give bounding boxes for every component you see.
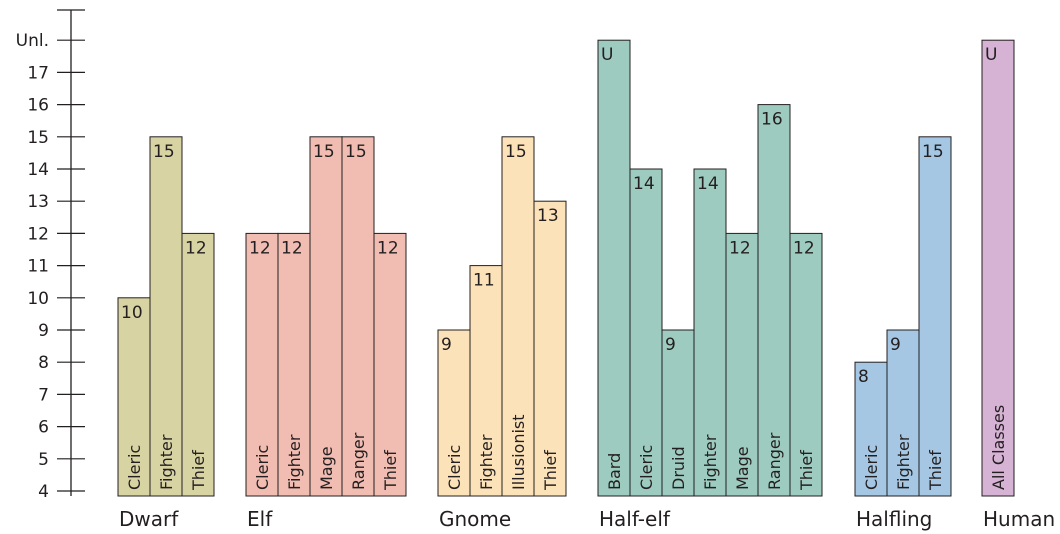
bar [533, 200, 567, 497]
bar-category-label: Ranger [349, 432, 368, 490]
y-tick-label: Unl. [16, 31, 49, 51]
y-tick-label: 7 [38, 385, 49, 405]
bar [341, 136, 375, 497]
y-tick-label: 16 [27, 96, 49, 116]
bar-category-label: Thief [926, 450, 945, 491]
bar [757, 104, 791, 497]
y-tick-label: 13 [27, 192, 49, 212]
y-tick-label: 4 [38, 482, 49, 502]
y-tick-label: 15 [27, 128, 49, 148]
bar [886, 329, 920, 497]
bar-value-label: 16 [761, 110, 783, 130]
y-tick-label: 6 [38, 418, 49, 438]
bar-value-label: 14 [633, 174, 655, 194]
y-tick-label: 17 [27, 63, 49, 83]
bar [981, 39, 1015, 497]
bar-value-label: 14 [697, 174, 719, 194]
bar [918, 136, 952, 497]
bar-value-label: 15 [922, 142, 944, 162]
bar-value-label: 12 [249, 238, 271, 258]
bar-category-label: Fighter [477, 434, 496, 490]
bar [149, 136, 183, 497]
group-label: Half-elf [599, 507, 671, 531]
bar-category-label: Cleric [862, 445, 881, 490]
bar-value-label: 13 [537, 206, 559, 226]
bar-category-label: Thief [189, 450, 208, 491]
group-label: Gnome [439, 507, 511, 531]
bar-category-label: Thief [381, 450, 400, 491]
bar-category-label: Illusionist [509, 414, 528, 490]
bar-category-label: Fighter [285, 434, 304, 490]
bar [469, 265, 503, 497]
bar-value-label: 15 [505, 142, 527, 162]
bar-value-label: 9 [890, 335, 901, 355]
bar-category-label: Cleric [637, 445, 656, 490]
bar [309, 136, 343, 497]
y-tick-label: 8 [38, 353, 49, 373]
bar-value-label: 15 [313, 142, 335, 162]
bar-category-label: Mage [733, 446, 752, 490]
bar-category-label: Cleric [125, 445, 144, 490]
bar-category-label: Thief [797, 450, 816, 491]
bar-value-label: 15 [153, 142, 175, 162]
bar [725, 232, 759, 497]
bar-category-label: Bard [605, 453, 624, 490]
bar-value-label: 11 [473, 271, 495, 291]
bar [597, 39, 631, 497]
bar-value-label: 12 [729, 238, 751, 258]
y-tick-label: 10 [27, 289, 49, 309]
bar [117, 297, 151, 497]
bar-category-label: All Classes [989, 405, 1008, 490]
y-tick-label: 14 [27, 160, 49, 180]
bar-value-label: 15 [345, 142, 367, 162]
bar-category-label: Mage [317, 446, 336, 490]
bar-value-label: 8 [858, 367, 869, 387]
bar [181, 232, 215, 497]
bar-category-label: Fighter [701, 434, 720, 490]
bar-value-label: 12 [185, 238, 207, 258]
group-label: Elf [247, 507, 273, 531]
bar-value-label: 12 [377, 238, 399, 258]
y-tick-label: 5 [38, 450, 49, 470]
bar-value-label: 9 [665, 335, 676, 355]
bar-value-label: 12 [793, 238, 815, 258]
bar-value-label: U [985, 45, 997, 65]
bar-category-label: Cleric [445, 445, 464, 490]
bar-category-label: Cleric [253, 445, 272, 490]
bar [854, 361, 888, 497]
bar-category-label: Druid [669, 446, 688, 490]
bar-value-label: U [601, 45, 613, 65]
bar-category-label: Fighter [894, 434, 913, 490]
group-label: Dwarf [119, 507, 179, 531]
bar-value-label: 12 [281, 238, 303, 258]
bar [789, 232, 823, 497]
bar [437, 329, 471, 497]
y-tick-label: 11 [27, 257, 49, 277]
bar [373, 232, 407, 497]
y-tick-label: 9 [38, 321, 49, 341]
bar-category-label: Fighter [157, 434, 176, 490]
bar-category-label: Thief [541, 450, 560, 491]
bar [501, 136, 535, 497]
y-tick-label: 12 [27, 224, 49, 244]
group-label: Human [983, 507, 1055, 531]
group-label: Halfling [856, 507, 932, 531]
bar-category-label: Ranger [765, 432, 784, 490]
bar-value-label: 9 [441, 335, 452, 355]
bar-value-label: 10 [121, 303, 143, 323]
